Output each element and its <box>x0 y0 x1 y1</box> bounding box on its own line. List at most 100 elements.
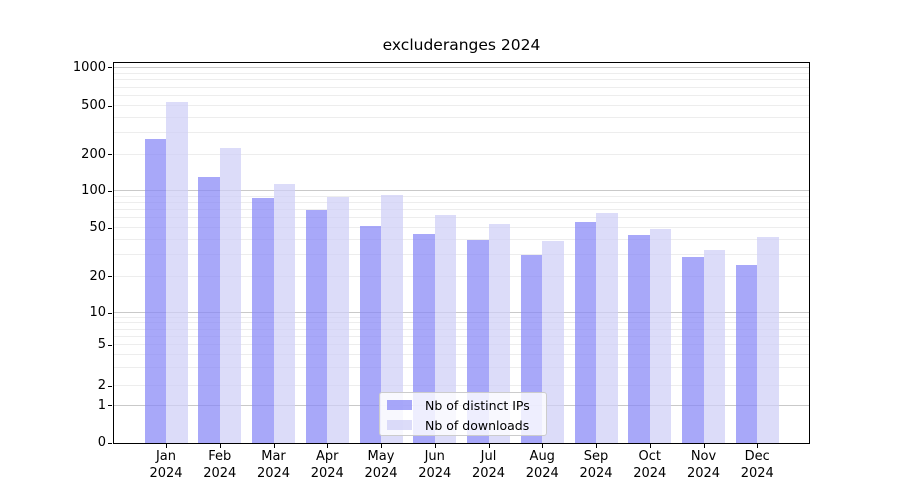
gridline-minor <box>114 86 809 88</box>
x-axis-tick-mark <box>273 444 275 448</box>
gridline-minor <box>114 354 809 356</box>
bar-downloads-apr <box>327 196 349 443</box>
gridline-minor <box>114 275 809 277</box>
x-tick-month: Oct <box>638 449 661 464</box>
x-axis-tick-mark <box>757 444 759 448</box>
gridline-major <box>114 66 809 68</box>
x-axis-tick-mark <box>649 444 651 448</box>
bar-downloads-nov <box>703 250 725 443</box>
y-axis-tick-mark <box>108 442 112 444</box>
x-tick-month: May <box>367 449 395 464</box>
y-axis-tick-mark <box>108 405 112 407</box>
y-axis-tick-label: 2 <box>97 378 106 393</box>
gridline-minor <box>114 254 809 256</box>
gridline-major <box>114 190 809 192</box>
x-tick-month: Sep <box>583 449 609 464</box>
y-axis-tick-label: 0 <box>97 435 106 450</box>
bar-downloads-oct <box>649 229 672 443</box>
x-tick-year: 2024 <box>471 465 506 481</box>
x-axis-tick-label: Apr 2024 <box>295 449 359 482</box>
gridline-minor <box>114 95 809 97</box>
x-axis-tick-label: Oct 2024 <box>618 449 682 482</box>
x-tick-year: 2024 <box>256 465 291 481</box>
gridline-minor <box>114 105 809 107</box>
bar-distinct-ips-mar <box>252 198 274 443</box>
gridline-minor <box>114 238 809 240</box>
x-axis-tick-label: Mar 2024 <box>242 449 306 482</box>
bar-distinct-ips-may <box>359 226 381 443</box>
x-tick-month: Apr <box>316 449 339 464</box>
x-tick-year: 2024 <box>633 465 667 481</box>
x-tick-year: 2024 <box>418 465 452 481</box>
x-tick-year: 2024 <box>203 465 237 481</box>
gridline-minor <box>114 195 809 197</box>
gridline-minor <box>114 202 809 204</box>
x-tick-month: Jun <box>424 449 445 464</box>
x-tick-year: 2024 <box>310 465 344 481</box>
x-axis-tick-label: Jan 2024 <box>134 449 198 482</box>
y-axis-tick-mark <box>108 227 112 229</box>
gridline-minor <box>114 132 809 134</box>
gridline-minor <box>114 316 809 318</box>
x-axis-tick-mark <box>381 444 382 448</box>
bar-downloads-aug <box>542 241 564 443</box>
legend-swatch-distinct-ips <box>387 400 412 410</box>
y-axis-tick-mark <box>108 344 112 346</box>
y-axis-tick-label: 5 <box>97 337 106 353</box>
plot-area <box>113 62 810 444</box>
gridline-minor <box>114 385 809 386</box>
x-tick-year: 2024 <box>740 465 774 481</box>
x-tick-month: Mar <box>261 449 286 464</box>
y-axis-tick-label: 50 <box>89 220 106 236</box>
bar-distinct-ips-oct <box>628 234 650 443</box>
x-tick-year: 2024 <box>579 465 613 481</box>
y-axis-tick-mark <box>108 312 112 314</box>
x-tick-year: 2024 <box>364 465 398 481</box>
gridline-minor <box>114 344 809 346</box>
x-axis-tick-label: Dec 2024 <box>725 449 789 482</box>
x-axis-tick-mark <box>596 444 597 448</box>
gridline-minor <box>114 217 809 219</box>
bar-downloads-may <box>381 195 403 443</box>
x-axis-tick-label: Jul 2024 <box>457 449 521 482</box>
y-axis-tick-mark <box>108 190 112 192</box>
y-axis-tick-label: 1 <box>97 397 106 413</box>
x-tick-month: Nov <box>690 449 717 464</box>
x-axis-tick-label: May 2024 <box>349 449 413 482</box>
y-axis-tick-label: 100 <box>81 183 106 199</box>
bar-distinct-ips-jun <box>413 233 435 443</box>
bar-downloads-jul <box>488 224 510 443</box>
x-axis-tick-label: Sep 2024 <box>564 449 628 482</box>
gridline-major <box>114 312 809 314</box>
gridline-minor <box>114 153 809 155</box>
gridline-minor <box>114 322 809 324</box>
y-axis-tick-mark <box>108 276 112 278</box>
legend-item: Nb of downloads <box>380 415 546 435</box>
gridline-minor <box>114 209 809 211</box>
bar-distinct-ips-jan <box>144 138 166 443</box>
legend-item: Nb of distinct IPs <box>380 395 546 415</box>
y-axis-tick-label: 500 <box>81 98 106 114</box>
y-axis-tick-label: 20 <box>89 268 106 284</box>
y-axis-tick-label: 10 <box>89 305 106 320</box>
legend-swatch-downloads <box>387 420 412 430</box>
legend-label: Nb of distinct IPs <box>425 397 530 413</box>
x-axis-tick-mark <box>542 444 544 448</box>
x-axis-tick-mark <box>219 444 221 448</box>
gridline-minor <box>114 227 809 229</box>
bar-downloads-feb <box>219 147 242 443</box>
bar-distinct-ips-feb <box>198 177 220 443</box>
y-axis-tick-label: 1000 <box>72 59 106 75</box>
bar-downloads-jun <box>434 215 457 443</box>
x-axis-tick-label: Aug 2024 <box>510 449 574 482</box>
x-axis-tick-mark <box>703 444 705 448</box>
x-tick-month: Jan <box>155 449 177 464</box>
bar-downloads-mar <box>273 183 295 443</box>
bar-downloads-jan <box>166 102 188 443</box>
x-axis-tick-mark <box>166 444 167 448</box>
gridline-minor <box>114 72 809 74</box>
bar-distinct-ips-nov <box>682 256 704 443</box>
chart-title: excluderanges 2024 <box>382 36 541 54</box>
x-tick-month: Dec <box>744 449 770 464</box>
